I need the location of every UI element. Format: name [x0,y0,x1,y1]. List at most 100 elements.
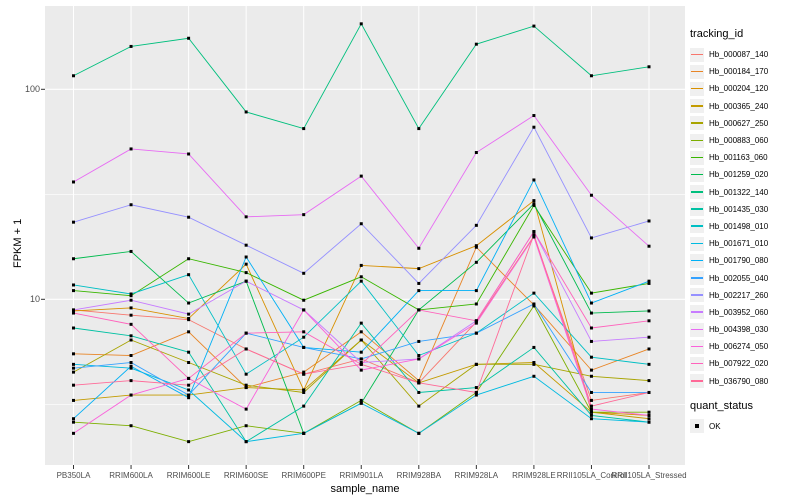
data-point-marker [72,383,75,387]
x-tick-label: RRIM901LA [339,471,384,480]
data-point-marker [589,407,593,411]
legend-item-quant-ok: OK [690,418,798,435]
legend-key-box [690,271,704,286]
legend-key-line-icon [691,139,703,142]
data-point-marker [359,362,363,366]
data-point-marker [359,263,363,267]
panel-background [45,6,685,465]
legend: tracking_id Hb_000087_140 Hb_000184_170 Hb… [690,28,798,435]
data-point-marker [72,220,75,224]
data-point-marker [474,319,478,323]
legend-key-line-icon [691,105,703,107]
legend-key-box [690,322,704,337]
legend-item-label: Hb_003952_060 [709,307,769,317]
data-point-marker [417,390,421,394]
legend-key-line-icon [691,328,703,331]
data-point-marker [72,326,75,330]
data-point-marker [187,330,191,334]
data-point-marker [359,222,363,226]
data-point-marker [589,339,593,343]
data-point-marker [187,312,191,316]
data-point-marker [359,401,363,405]
data-point-marker [647,281,651,285]
legend-item-label: Hb_002217_260 [709,290,769,300]
data-point-marker [129,424,133,428]
data-point-marker [129,364,133,368]
legend-key-box [690,236,704,251]
data-point-marker [589,74,593,78]
data-point-marker [302,431,306,435]
legend-key-line-icon [691,380,703,382]
legend-key-box [690,133,704,148]
data-point-marker [302,404,306,408]
data-point-marker [474,386,478,390]
legend-key-box [690,419,704,434]
data-point-marker [532,361,536,365]
data-point-marker [589,410,593,414]
data-point-marker [474,223,478,227]
x-tick-label: RRIM928LA [454,471,499,480]
data-point-marker [244,271,248,275]
legend-item-label: Hb_000627_250 [709,118,769,128]
data-point-marker [589,413,593,417]
data-point-marker [589,193,593,197]
legend-item-Hb_000365_240: Hb_000365_240 [690,98,798,115]
legend-key-line-icon [691,277,703,279]
data-point-marker [359,398,363,402]
data-point-marker [72,398,75,402]
data-point-marker [187,317,191,321]
data-point-marker [417,246,421,250]
data-point-marker [72,420,75,424]
data-point-marker [589,398,593,402]
data-point-marker [129,292,133,296]
data-point-marker [302,390,306,394]
legend-key-box [690,288,704,303]
legend-item-label: Hb_006274_050 [709,342,769,352]
data-point-marker [417,379,421,383]
legend-key-box [690,253,704,268]
data-point-marker [474,244,478,248]
data-point-marker [359,361,363,365]
legend-key-line-icon [691,259,703,262]
data-point-marker [532,203,536,207]
data-point-marker [129,338,133,342]
data-point-marker [359,338,363,342]
data-point-marker [589,374,593,378]
legend-item-label: OK [709,421,721,431]
data-point-marker [647,362,651,366]
ok-square-marker-icon [695,424,699,429]
data-point-marker [647,417,651,421]
legend-item-Hb_000883_060: Hb_000883_060 [690,132,798,149]
legend-item-label: Hb_001322_140 [709,187,769,197]
data-point-marker [532,233,536,237]
data-point-marker [532,235,536,239]
data-point-marker [187,301,191,305]
legend-key-box [690,116,704,131]
legend-item-Hb_001498_010: Hb_001498_010 [690,218,798,235]
data-point-marker [302,388,306,392]
data-point-marker [417,308,421,312]
data-point-marker [417,127,421,131]
data-point-marker [417,281,421,285]
data-point-marker [474,393,478,397]
data-point-marker [417,404,421,408]
data-point-marker [187,273,191,277]
legend-item-Hb_006274_050: Hb_006274_050 [690,338,798,355]
legend-tracking-items: Hb_000087_140 Hb_000184_170 Hb_000204_120 H… [690,46,798,390]
legend-key-line-icon [691,191,703,193]
data-point-marker [532,24,536,28]
data-point-marker [244,255,248,259]
legend-key-box [690,374,704,389]
data-point-marker [72,257,75,261]
legend-item-label: Hb_002055_040 [709,273,769,283]
data-point-marker [129,334,133,338]
data-point-marker [532,304,536,308]
data-point-marker [647,279,651,283]
data-point-marker [187,350,191,354]
data-point-marker [647,390,651,394]
y-tick-label: 10 [29,293,40,304]
data-point-marker [129,361,133,365]
data-point-marker [187,388,191,392]
data-point-marker [647,65,651,69]
data-point-marker [244,110,248,114]
